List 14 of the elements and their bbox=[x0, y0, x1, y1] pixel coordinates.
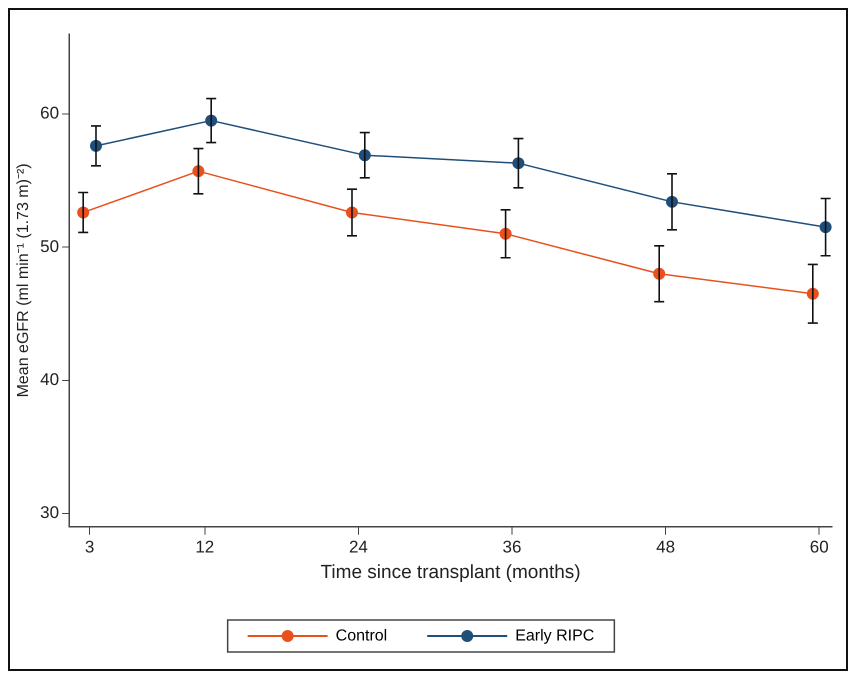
x-tick-label: 12 bbox=[195, 538, 214, 557]
x-tick-label: 48 bbox=[656, 538, 676, 557]
legend-label: Early RIPC bbox=[515, 627, 594, 644]
y-tick-label: 50 bbox=[40, 236, 60, 256]
x-axis-title: Time since transplant (months) bbox=[320, 562, 581, 583]
x-tick-label: 24 bbox=[348, 538, 368, 557]
legend-label: Control bbox=[336, 627, 388, 644]
x-tick-label: 60 bbox=[810, 538, 829, 557]
y-tick-label: 40 bbox=[40, 370, 60, 389]
x-tick-label: 3 bbox=[84, 538, 94, 557]
y-tick-label: 30 bbox=[40, 503, 60, 522]
y-tick-label: 60 bbox=[40, 104, 60, 123]
y-axis-title: Mean eGFR (ml min⁻¹ (1.73 m)⁻²) bbox=[15, 163, 32, 398]
x-tick-label: 36 bbox=[502, 538, 522, 557]
